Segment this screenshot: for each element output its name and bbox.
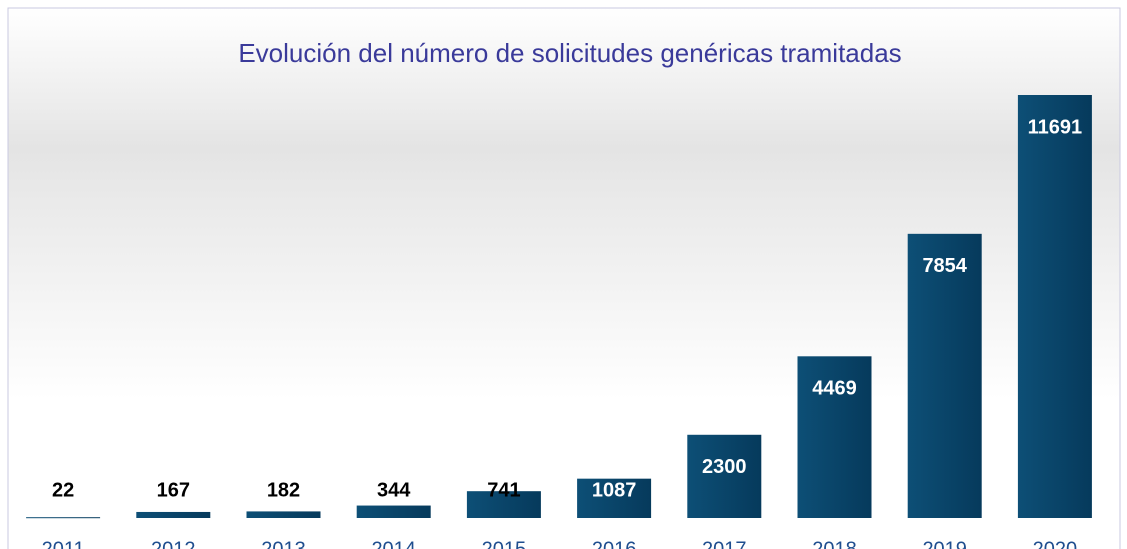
bar <box>907 233 982 518</box>
x-tick-label: 2011 <box>42 538 85 549</box>
bar <box>577 478 652 518</box>
x-tick-label: 2014 <box>371 538 416 549</box>
x-tick-label: 2017 <box>702 538 747 549</box>
value-label: 167 <box>157 479 190 501</box>
value-label: 7854 <box>922 255 967 277</box>
value-label: 22 <box>52 479 74 501</box>
bar <box>26 517 101 519</box>
value-label: 2300 <box>702 456 747 478</box>
bar <box>466 491 541 518</box>
x-tick-label: 2018 <box>812 538 857 549</box>
bar <box>1017 95 1092 518</box>
x-tick-label: 2020 <box>1033 538 1078 549</box>
value-label: 182 <box>267 479 300 501</box>
value-label: 344 <box>377 479 411 501</box>
value-label: 1087 <box>592 479 637 501</box>
bar <box>687 434 762 518</box>
x-tick-label: 2019 <box>922 538 967 549</box>
x-tick-label: 2012 <box>151 538 196 549</box>
bar <box>797 356 872 518</box>
value-label: 741 <box>487 479 520 501</box>
bar <box>246 511 321 518</box>
value-label: 11691 <box>1028 116 1083 138</box>
value-label: 4469 <box>812 378 857 400</box>
bar <box>136 511 211 518</box>
x-tick-label: 2015 <box>482 538 527 549</box>
chart-title: Evolución del número de solicitudes gené… <box>238 38 901 68</box>
x-tick-label: 2016 <box>592 538 637 549</box>
x-tick-label: 2013 <box>261 538 306 549</box>
bar <box>356 505 431 518</box>
